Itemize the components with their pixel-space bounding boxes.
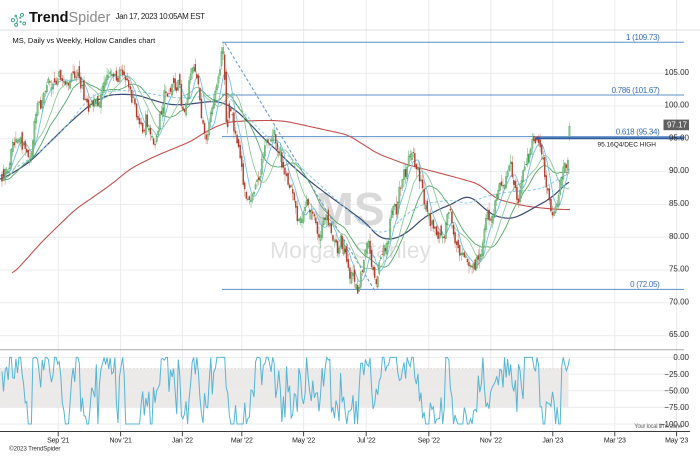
svg-text:−50.00: −50.00	[664, 387, 689, 396]
svg-text:0.00: 0.00	[673, 353, 689, 362]
svg-text:−25.00: −25.00	[664, 370, 689, 379]
svg-text:65.00: 65.00	[669, 330, 690, 339]
svg-text:97.17: 97.17	[667, 121, 688, 130]
svg-text:Jan '23: Jan '23	[542, 438, 563, 445]
svg-text:105.00: 105.00	[665, 68, 690, 77]
svg-text:90.00: 90.00	[669, 166, 690, 175]
svg-text:Jul '22: Jul '22	[357, 438, 376, 445]
svg-text:Mar '23: Mar '23	[604, 438, 626, 445]
svg-text:95.00: 95.00	[669, 133, 690, 142]
svg-text:70.00: 70.00	[669, 297, 690, 306]
svg-text:TrendSpider: TrendSpider	[29, 10, 111, 26]
svg-text:95.16Q4/DEC HIGH: 95.16Q4/DEC HIGH	[597, 142, 656, 149]
svg-text:MS, Daily vs Weekly, Hollow Ca: MS, Daily vs Weekly, Hollow Candles char…	[13, 36, 157, 45]
svg-text:0 (72.05): 0 (72.05)	[630, 280, 660, 289]
svg-text:Mar '22: Mar '22	[231, 438, 253, 445]
svg-text:0.618 (95.34): 0.618 (95.34)	[616, 127, 660, 136]
svg-text:75.00: 75.00	[669, 265, 690, 274]
svg-text:1 (109.73): 1 (109.73)	[626, 33, 660, 42]
svg-text:−75.00: −75.00	[664, 403, 689, 412]
svg-text:May '22: May '22	[292, 438, 315, 445]
svg-text:Sep '22: Sep '22	[418, 438, 440, 445]
svg-text:85.00: 85.00	[669, 199, 690, 208]
svg-text:100.00: 100.00	[665, 101, 690, 110]
svg-text:Nov '22: Nov '22	[480, 438, 502, 445]
svg-text:Jan '22: Jan '22	[172, 438, 193, 445]
svg-text:Your local time zone: Your local time zone	[634, 424, 683, 430]
svg-text:Jan 17, 2023 10:05AM EST: Jan 17, 2023 10:05AM EST	[116, 12, 206, 21]
svg-text:80.00: 80.00	[669, 232, 690, 241]
svg-text:Sep '21: Sep '21	[47, 438, 69, 445]
svg-text:−100.00: −100.00	[660, 420, 690, 429]
svg-text:May '23: May '23	[665, 438, 688, 445]
svg-text:Nov '21: Nov '21	[110, 438, 132, 445]
svg-text:0.786 (101.67): 0.786 (101.67)	[612, 86, 660, 95]
svg-text:©2023 TrendSpider: ©2023 TrendSpider	[9, 445, 60, 453]
